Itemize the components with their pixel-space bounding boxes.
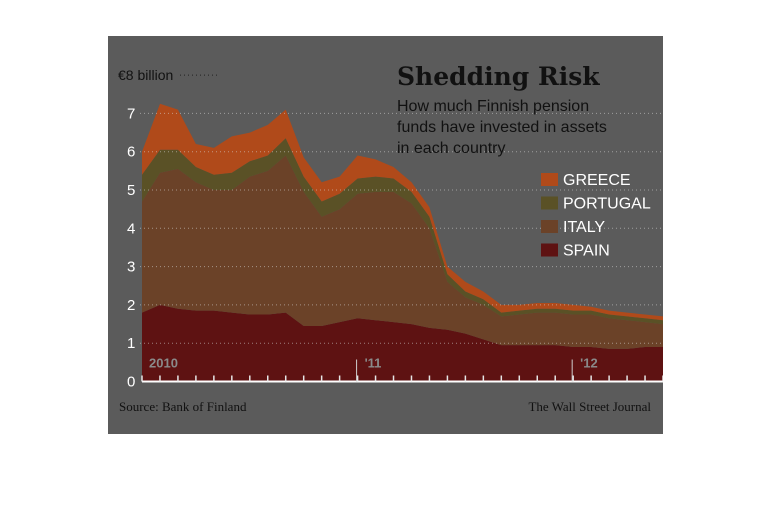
y-tick-label: 0 (127, 374, 135, 391)
area-italy (142, 155, 663, 349)
chart-title: Shedding Risk (397, 62, 600, 91)
y-tick-label: 4 (127, 220, 135, 237)
source-note: Source: Bank of Finland (119, 399, 247, 414)
legend-swatch-greece (541, 173, 558, 186)
x-axis: 2010 '11 '12 (141, 356, 663, 383)
x-tick-label: '12 (580, 356, 598, 371)
legend: GREECE PORTUGAL ITALY SPAIN (541, 172, 651, 260)
y-tick-label: 5 (127, 182, 135, 199)
legend-swatch-spain (541, 243, 558, 257)
y-tick-label: 7 (127, 105, 135, 122)
area-layer (142, 103, 663, 382)
legend-swatch-italy (541, 220, 558, 233)
y-tick-label: 6 (127, 144, 135, 161)
chart-subtitle-line-3: in each country (397, 140, 506, 157)
publisher-credit: The Wall Street Journal (528, 399, 651, 414)
legend-label-portugal: PORTUGAL (563, 196, 651, 213)
y-unit-label: €8 billion (118, 67, 173, 83)
chart-panel: 2010 '11 '12 0 1 2 3 4 5 6 7 €8 billion Shedding R… (108, 36, 663, 434)
y-tick-label: 1 (127, 335, 135, 352)
y-tick-label: 3 (127, 259, 135, 276)
x-tick-label: '11 (365, 356, 382, 371)
chart-subtitle-line-2: funds have invested in assets (397, 119, 607, 136)
legend-label-spain: SPAIN (563, 243, 610, 260)
chart: 2010 '11 '12 0 1 2 3 4 5 6 7 €8 billion Shedding R… (118, 62, 663, 414)
legend-label-greece: GREECE (563, 172, 631, 189)
legend-swatch-portugal (541, 196, 558, 210)
chart-subtitle-line-1: How much Finnish pension (397, 98, 589, 115)
area-spain (142, 304, 663, 382)
x-tick-label: 2010 (149, 356, 178, 371)
y-tick-label: 2 (127, 297, 135, 314)
legend-label-italy: ITALY (563, 219, 605, 236)
y-axis: 0 1 2 3 4 5 6 7 €8 billion (118, 67, 173, 390)
